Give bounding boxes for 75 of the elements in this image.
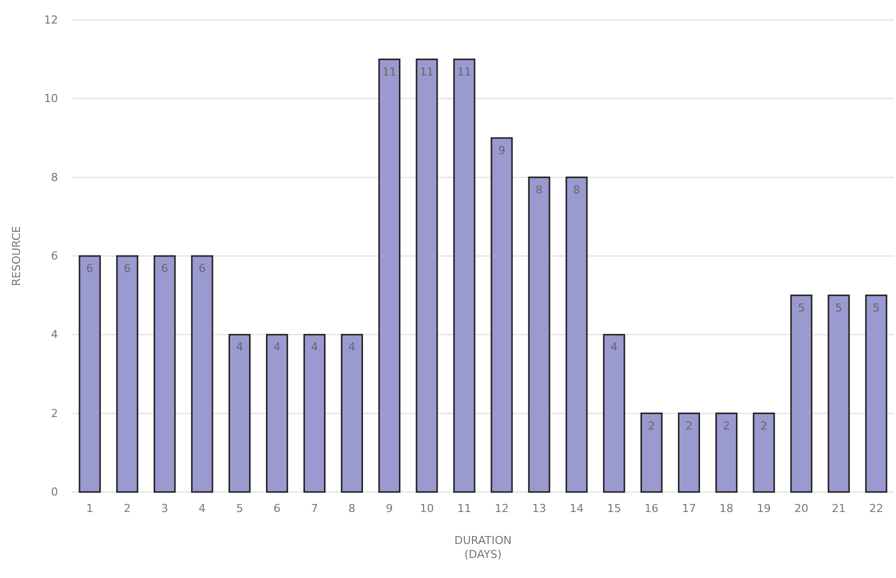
y-tick-label: 6	[51, 250, 58, 263]
x-tick-label: 22	[869, 502, 884, 515]
x-tick-label: 7	[310, 502, 318, 515]
data-label: 4	[274, 340, 281, 354]
x-tick-label: 17	[682, 502, 696, 515]
data-label: 11	[457, 65, 472, 78]
x-tick-label: 14	[570, 502, 584, 515]
bar	[790, 294, 812, 493]
bar	[752, 412, 775, 493]
y-tick-label: 2	[51, 406, 58, 420]
data-label: 6	[86, 262, 94, 275]
bar	[528, 176, 550, 493]
bar	[303, 334, 326, 493]
data-label: 5	[798, 301, 805, 314]
x-tick-label: 18	[719, 502, 734, 515]
x-axis-title: DURATION (DAYS)	[454, 534, 512, 561]
bar	[228, 334, 251, 493]
bar	[678, 412, 700, 493]
x-tick-label: 13	[532, 502, 546, 515]
data-label: 2	[760, 419, 768, 432]
data-label: 6	[161, 262, 168, 275]
data-label: 2	[722, 419, 730, 432]
bar	[640, 412, 663, 493]
bar	[78, 255, 101, 493]
x-tick-label: 2	[124, 502, 131, 515]
y-tick-label: 12	[44, 14, 58, 27]
x-tick-label: 6	[274, 502, 281, 515]
x-tick-label: 20	[794, 502, 808, 515]
data-label: 6	[124, 262, 131, 275]
bar	[378, 58, 400, 493]
data-label: 9	[498, 144, 506, 157]
bar	[116, 255, 138, 493]
x-tick-label: 10	[420, 502, 434, 515]
data-label: 5	[872, 301, 880, 314]
bar	[266, 334, 288, 493]
y-tick-label: 8	[51, 170, 58, 184]
x-tick-label: 19	[756, 502, 771, 515]
x-tick-label: 21	[832, 502, 846, 515]
x-tick-label: 12	[494, 502, 509, 515]
bar	[191, 255, 214, 493]
bar	[865, 294, 888, 493]
data-label: 4	[236, 340, 244, 354]
y-tick-label: 4	[51, 328, 58, 342]
x-tick-label: 11	[457, 502, 472, 515]
bar	[566, 176, 588, 493]
data-label: 8	[573, 183, 580, 196]
bar	[154, 255, 176, 493]
bar	[416, 58, 438, 493]
x-tick-label: 8	[348, 502, 356, 515]
data-label: 4	[348, 340, 356, 354]
data-label: 11	[382, 65, 396, 78]
x-tick-label: 16	[644, 502, 659, 515]
data-label: 8	[536, 183, 543, 196]
data-label: 5	[835, 301, 842, 314]
y-axis-title: RESOURCE	[10, 226, 23, 286]
data-label: 2	[685, 419, 692, 432]
data-label: 6	[198, 262, 206, 275]
bar	[603, 334, 626, 493]
x-tick-label: 3	[161, 502, 168, 515]
bar	[715, 412, 738, 493]
x-tick-label: 4	[198, 502, 206, 515]
bar	[828, 294, 850, 493]
data-label: 11	[420, 65, 434, 78]
y-tick-label: 0	[51, 486, 58, 499]
bar	[340, 334, 363, 493]
bar	[453, 58, 476, 493]
x-tick-label: 1	[86, 502, 94, 515]
x-tick-label: 5	[236, 502, 244, 515]
data-label: 4	[610, 340, 618, 354]
bar	[490, 137, 513, 493]
y-tick-label: 10	[44, 92, 58, 106]
data-label: 2	[648, 419, 656, 432]
x-tick-label: 9	[386, 502, 393, 515]
x-tick-label: 15	[607, 502, 622, 515]
data-label: 4	[310, 340, 318, 354]
